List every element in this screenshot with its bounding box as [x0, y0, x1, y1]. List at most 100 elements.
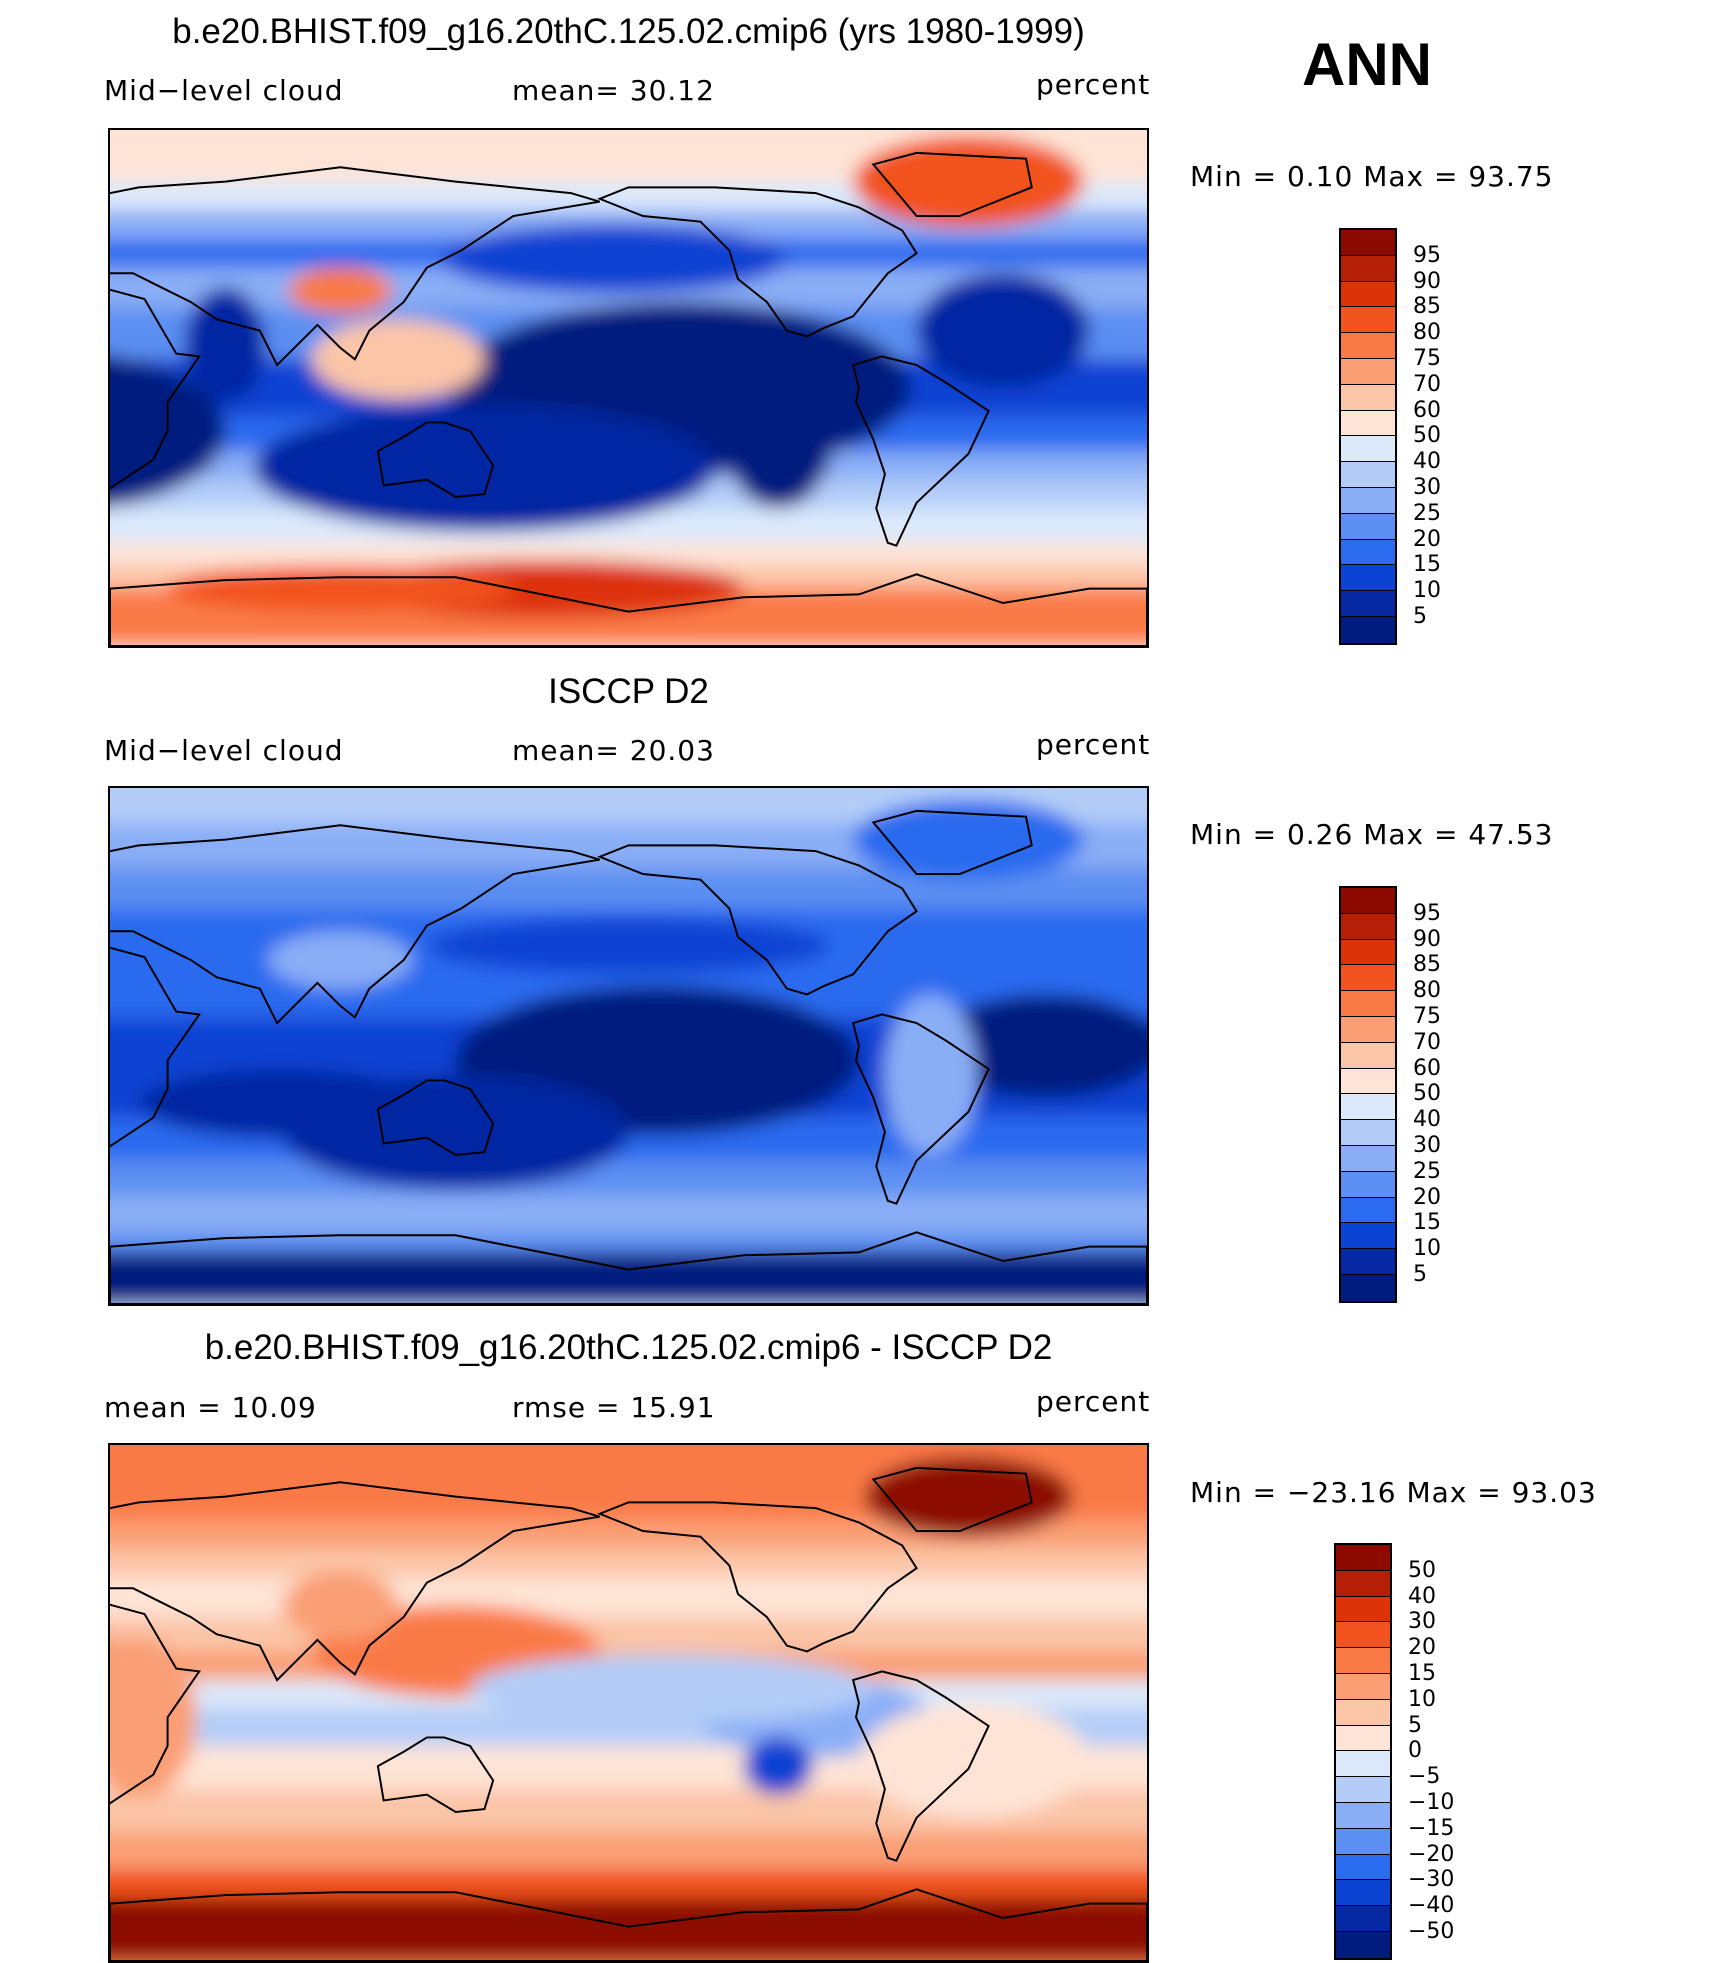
- colorbar-tick-label: −40: [1408, 1893, 1455, 1919]
- map-band: [110, 1832, 1147, 1870]
- colorbar-tick-label: 90: [1413, 268, 1441, 294]
- colorbar-tick-label: 5: [1413, 1262, 1427, 1287]
- colorbar-swatch: [1341, 1197, 1395, 1224]
- panel-1-variable-label: Mid−level cloud: [104, 74, 344, 107]
- map-coastlines: [110, 809, 1147, 1304]
- colorbar-swatch: [1341, 991, 1395, 1017]
- map-field: [110, 130, 1147, 646]
- map-contour-blob: [282, 1571, 399, 1640]
- colorbar-tick-label: 85: [1413, 952, 1441, 978]
- map-contour-blob: [720, 336, 836, 509]
- map-coastlines: [110, 151, 1147, 646]
- coastline: [597, 1501, 918, 1653]
- colorbar-tick-label: 70: [1413, 1029, 1441, 1055]
- map-contour-blob: [184, 287, 266, 403]
- colorbar-tick-label: 75: [1413, 1004, 1441, 1029]
- colorbar-tick-label: 30: [1413, 1133, 1441, 1158]
- map-band: [110, 1897, 1147, 1961]
- colorbar-swatch: [1336, 1699, 1390, 1726]
- panel-1-units-label: percent: [1036, 68, 1151, 101]
- coastline: [851, 1013, 990, 1205]
- colorbar-tick-label: 5: [1408, 1712, 1422, 1738]
- panel-2-variable-label: Mid−level cloud: [104, 734, 344, 767]
- coastline: [871, 151, 1033, 218]
- colorbar-swatch: [1341, 1042, 1395, 1069]
- map-band: [110, 1576, 1147, 1617]
- panel-3-mean-label: mean = 10.09: [104, 1391, 317, 1424]
- panel-2-mean-label: mean= 20.03: [512, 734, 715, 767]
- map-contour-field: [110, 788, 1147, 1304]
- colorbar-swatch: [1336, 1854, 1390, 1881]
- colorbar-tick-label: 10: [1413, 578, 1441, 604]
- colorbar-tick-label: 60: [1413, 1055, 1441, 1081]
- colorbar-tick-label: 25: [1413, 1158, 1441, 1184]
- colorbar-tick-label: 50: [1413, 423, 1441, 449]
- coastline: [110, 1603, 202, 1805]
- map-contour-blob: [743, 1737, 813, 1795]
- coastline: [597, 186, 918, 338]
- colorbar-tick-label: −50: [1408, 1919, 1455, 1944]
- coastline: [110, 824, 600, 1025]
- colorbar-swatch: [1341, 255, 1395, 282]
- colorbar-tick-label: 40: [1413, 1107, 1441, 1133]
- colorbar-tick-label: 20: [1413, 526, 1441, 552]
- colorbar-swatch: [1336, 1545, 1390, 1571]
- colorbar-swatch: [1341, 358, 1395, 385]
- colorbar-tick-label: 70: [1413, 371, 1441, 397]
- colorbar-swatch: [1341, 1120, 1395, 1146]
- colorbar-tick-label: 95: [1413, 900, 1441, 926]
- map-field: [110, 1445, 1147, 1961]
- colorbar-swatch: [1341, 1249, 1395, 1275]
- map-field: [110, 788, 1147, 1304]
- colorbar-swatch: [1341, 1094, 1395, 1121]
- colorbar-swatch: [1336, 1828, 1390, 1855]
- map-contour-blob: [268, 931, 413, 989]
- colorbar-tick-label: −5: [1408, 1764, 1441, 1790]
- map-band: [110, 1232, 1147, 1253]
- colorbar-tick-label: −20: [1408, 1841, 1455, 1867]
- colorbar-swatch: [1341, 565, 1395, 592]
- map-band: [110, 1195, 1147, 1233]
- colorbar-swatch: [1341, 939, 1395, 966]
- colorbar-swatch: [1341, 1274, 1395, 1301]
- colorbar-tick-label: 40: [1408, 1583, 1436, 1609]
- colorbar-swatch: [1341, 1171, 1395, 1198]
- panel-1-mean-label: mean= 30.12: [512, 74, 715, 107]
- coastline: [110, 1888, 1147, 1961]
- map-contour-blob: [930, 994, 1147, 1098]
- panel-1-minmax: Min = 0.10 Max = 93.75: [1190, 160, 1554, 193]
- map-band: [110, 1548, 1147, 1577]
- colorbar-tick-label: 15: [1413, 552, 1441, 578]
- map-contour-blob: [426, 917, 831, 975]
- map-band: [110, 542, 1147, 566]
- colorbar-swatch: [1341, 888, 1395, 914]
- map-contour-blob: [884, 994, 978, 1155]
- map-contour-blob: [110, 1637, 197, 1798]
- colorbar-swatch: [1341, 591, 1395, 617]
- coastline: [871, 1466, 1033, 1533]
- colorbar-swatch: [1336, 1931, 1390, 1958]
- map-contour-field: [110, 1445, 1147, 1961]
- colorbar-tick-label: 25: [1413, 500, 1441, 526]
- colorbar-swatch: [1341, 333, 1395, 359]
- panel-3-units-label: percent: [1036, 1385, 1151, 1418]
- colorbar-swatch: [1336, 1648, 1390, 1674]
- map-contour-blob: [311, 319, 485, 400]
- map-band: [110, 1160, 1147, 1196]
- colorbar-box: [1339, 886, 1397, 1303]
- colorbar-swatch: [1336, 1596, 1390, 1623]
- map-band: [110, 1617, 1147, 1652]
- coastline: [110, 1481, 600, 1682]
- colorbar-swatch: [1341, 462, 1395, 488]
- colorbar-tick-label: 15: [1408, 1661, 1436, 1686]
- colorbar-tick-label: 15: [1413, 1210, 1441, 1236]
- colorbar-tick-label: 10: [1413, 1236, 1441, 1262]
- colorbar-tick-label: 5: [1413, 604, 1427, 629]
- coastline: [110, 166, 600, 367]
- colorbar-swatch: [1336, 1880, 1390, 1907]
- colorbar-swatch: [1336, 1725, 1390, 1752]
- coastline: [110, 1231, 1147, 1304]
- map-contour-field: [110, 130, 1147, 646]
- map-contour-blob: [916, 273, 1090, 388]
- map-coastlines: [110, 1466, 1147, 1961]
